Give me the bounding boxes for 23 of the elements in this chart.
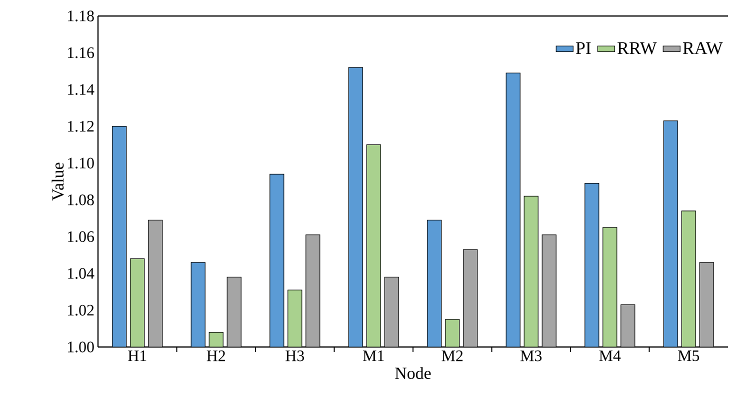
x-tick-label: M2 [442, 350, 463, 362]
y-tick-label: 1.00 [68, 342, 94, 352]
y-tick-label: 1.16 [68, 47, 94, 58]
x-axis-title: Node [395, 367, 431, 379]
y-tick-label: 1.14 [68, 84, 94, 95]
x-tick-label: H3 [286, 350, 304, 362]
x-tick-label: M3 [520, 350, 542, 362]
x-tick-label: H1 [128, 350, 146, 362]
y-axis-title: Value [52, 162, 64, 201]
legend-label: RRW [617, 42, 657, 54]
y-tick-label: 1.12 [68, 120, 94, 132]
y-tick-label: 1.02 [68, 304, 94, 316]
y-tick-label: 1.10 [68, 158, 94, 169]
x-tick-label: M5 [678, 350, 700, 362]
y-tick-label: 1.06 [68, 231, 94, 242]
legend-label: RAW [682, 42, 723, 54]
x-tick-label: H2 [206, 350, 225, 362]
y-tick-label: 1.18 [68, 10, 94, 22]
x-tick-label: M4 [599, 350, 621, 362]
legend-label: PI [576, 42, 591, 54]
y-tick-label: 1.04 [68, 268, 94, 279]
x-tick-label: M1 [363, 350, 384, 362]
y-tick-label: 1.08 [68, 194, 94, 206]
